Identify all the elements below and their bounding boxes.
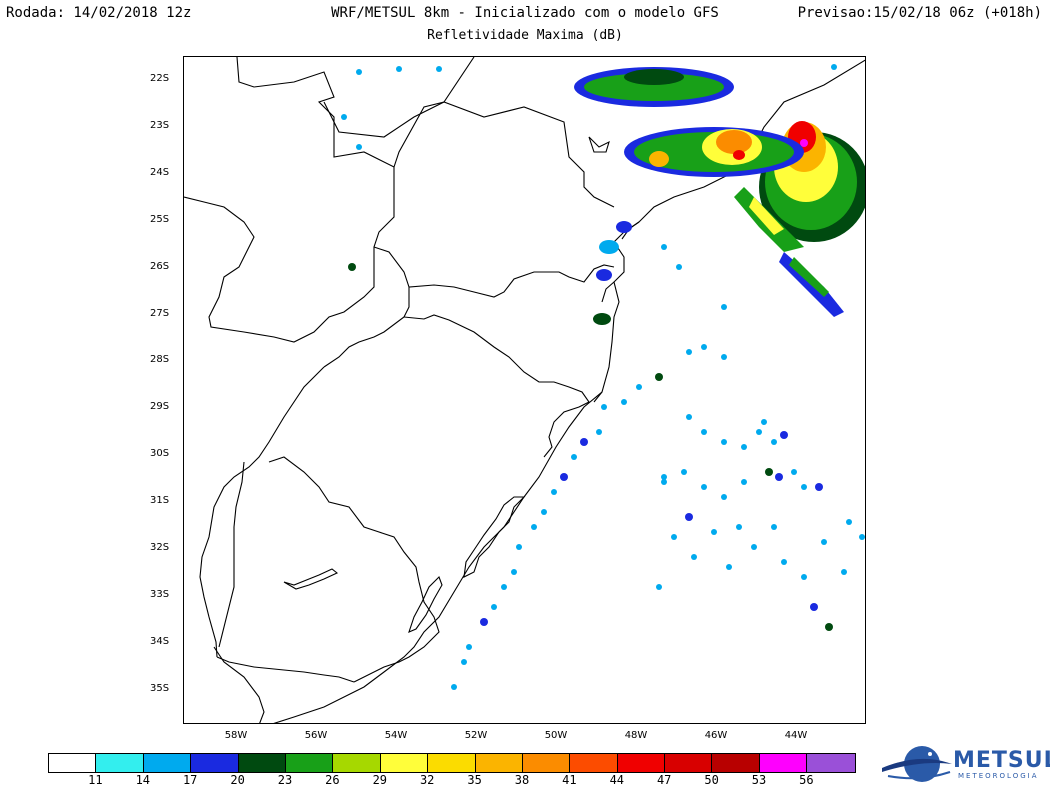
colorbar-swatch	[570, 754, 618, 772]
reflectivity-map	[184, 57, 865, 723]
colorbar-label: 53	[751, 773, 767, 787]
echo-coast-4	[593, 313, 611, 325]
colorbar-label: 35	[467, 773, 482, 787]
colorbar-label: 41	[562, 773, 577, 787]
lon-label: 58W	[224, 730, 248, 741]
map-subtitle: Refletividade Maxima (dB)	[427, 28, 623, 43]
colorbar-swatch	[49, 754, 97, 772]
lat-label: 23S	[150, 120, 170, 131]
colorbar-swatch	[475, 754, 523, 772]
state-border-parana-north	[323, 101, 615, 208]
colorbar-label: 20	[230, 773, 245, 787]
lat-label: 26S	[150, 261, 170, 272]
colorbar-swatch	[617, 754, 666, 772]
lat-label: 30S	[150, 448, 170, 459]
border-uruguay-south	[213, 646, 265, 723]
colorbar-label: 56	[799, 773, 814, 787]
colorbar-swatch	[380, 754, 429, 772]
globe-swoosh-icon	[882, 746, 952, 782]
colorbar-swatch	[96, 754, 144, 772]
lat-label: 29S	[150, 401, 170, 412]
lat-label: 32S	[150, 542, 170, 553]
echo-mid-orange	[716, 130, 752, 154]
logo-name: METSUL	[953, 748, 1050, 773]
echo-coast-1	[616, 221, 632, 233]
state-border-mato-grosso	[184, 167, 395, 343]
logo-tagline: METEOROLOGIA	[958, 772, 1039, 780]
colorbar-label: 14	[135, 773, 151, 787]
scattered-echoes	[341, 64, 865, 690]
colorbar-label: 47	[656, 773, 672, 787]
colorbar-label: 11	[88, 773, 103, 787]
colorbar-swatch	[191, 754, 239, 772]
lat-label: 33S	[150, 589, 170, 600]
model-title: WRF/METSUL 8km - Inicializado com o mode…	[331, 5, 719, 21]
echo-coast-3	[596, 269, 612, 281]
lat-label: 27S	[150, 308, 170, 319]
echo-north-band-dark	[624, 69, 684, 85]
colorbar-label: 38	[514, 773, 530, 787]
colorbar-label: 32	[419, 773, 435, 787]
border-argentina-west	[218, 461, 245, 648]
colorbar-label: 50	[704, 773, 719, 787]
colorbar-swatch	[143, 754, 192, 772]
echo-north-band-green	[584, 73, 724, 101]
echo-mid-red	[733, 150, 745, 160]
echo-coast-5	[348, 263, 356, 271]
echo-west-orange	[649, 151, 669, 167]
colorbar	[48, 753, 856, 773]
lon-label: 46W	[704, 730, 728, 741]
reflectivity-echoes	[348, 67, 865, 325]
lon-label: 50W	[544, 730, 568, 741]
lat-label: 35S	[150, 683, 170, 694]
colorbar-swatch	[428, 754, 476, 772]
colorbar-label: 29	[372, 773, 388, 787]
colorbar-swatch	[759, 754, 808, 772]
colorbar-swatch	[522, 754, 571, 772]
lat-label: 31S	[150, 495, 170, 506]
lon-label: 56W	[304, 730, 328, 741]
lat-label: 25S	[150, 214, 170, 225]
lat-label: 34S	[150, 636, 170, 647]
country-border-north	[236, 57, 475, 168]
colorbar-label: 26	[325, 773, 340, 787]
lagoa-mirim	[408, 576, 443, 633]
border-sc-rs	[403, 314, 590, 458]
border-uruguay-argentina	[216, 656, 355, 683]
colorbar-swatch	[333, 754, 381, 772]
echo-ne-core	[800, 139, 808, 147]
echo-streamer-1-yellow	[749, 197, 784, 235]
boundaries	[184, 57, 865, 723]
reservoir	[283, 568, 339, 590]
border-rs-uruguay	[268, 456, 440, 683]
map-frame[interactable]	[183, 56, 866, 724]
border-rs-argentina	[199, 366, 325, 658]
border-sc-argentina	[323, 287, 410, 368]
colorbar-label: 17	[182, 773, 198, 787]
lon-label: 52W	[464, 730, 488, 741]
lat-label: 22S	[150, 73, 170, 84]
lon-label: 44W	[784, 730, 808, 741]
lagoa-dos-patos	[463, 496, 526, 578]
colorbar-swatch	[665, 754, 713, 772]
colorbar-swatch	[285, 754, 334, 772]
echo-coast-2	[599, 240, 619, 254]
lat-label: 28S	[150, 354, 170, 365]
colorbar-label: 44	[609, 773, 625, 787]
colorbar-swatch	[807, 754, 855, 772]
colorbar-swatch	[712, 754, 760, 772]
echo-streamer-2-green	[789, 257, 829, 297]
run-date-label: Rodada: 14/02/2018 12z	[6, 5, 192, 21]
lon-label: 54W	[384, 730, 408, 741]
island-detail	[588, 136, 610, 153]
coastline	[273, 59, 865, 723]
colorbar-label: 23	[277, 773, 293, 787]
forecast-time-label: Previsao:15/02/18 06z (+018h)	[797, 5, 1042, 21]
border-parana-sc	[373, 246, 615, 298]
lon-label: 48W	[624, 730, 648, 741]
lat-label: 24S	[150, 167, 170, 178]
colorbar-swatch	[238, 754, 286, 772]
